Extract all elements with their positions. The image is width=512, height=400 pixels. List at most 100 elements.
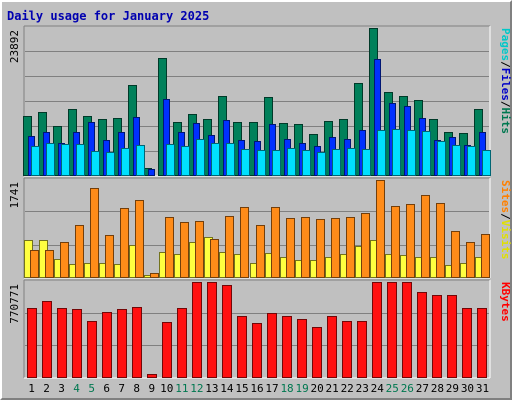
bar-sites xyxy=(165,217,174,278)
bar-pages xyxy=(121,148,130,176)
bar-sites xyxy=(286,218,295,278)
x-tick-label: 20 xyxy=(311,382,324,395)
bar-sites xyxy=(406,204,415,278)
x-tick-label: 28 xyxy=(431,382,444,395)
x-tick-label: 1 xyxy=(28,382,35,395)
bar-kbytes xyxy=(462,308,472,378)
bar-sites xyxy=(150,273,159,278)
bar-pages xyxy=(317,152,326,176)
bar-hits xyxy=(354,83,363,176)
bar-kbytes xyxy=(237,316,247,378)
bar-kbytes xyxy=(117,309,127,378)
bar-sites xyxy=(466,242,475,278)
x-tick-label: 16 xyxy=(250,382,263,395)
y-axis-max-label: 23892 xyxy=(8,30,21,63)
bar-kbytes xyxy=(297,319,307,378)
bar-pages xyxy=(166,144,175,176)
x-tick-label: 4 xyxy=(73,382,80,395)
bar-kbytes xyxy=(42,301,52,378)
bar-sites xyxy=(376,180,385,278)
bar-sites xyxy=(481,234,490,278)
bar-sites xyxy=(135,200,144,278)
bar-kbytes xyxy=(27,308,37,378)
legend-kbytes_panel: KBytes xyxy=(499,282,512,322)
x-tick-label: 17 xyxy=(265,382,278,395)
x-tick-label: 19 xyxy=(295,382,308,395)
series-pages xyxy=(31,129,491,176)
x-tick-label: 22 xyxy=(341,382,354,395)
bar-kbytes xyxy=(282,316,292,378)
legend-separator: / xyxy=(499,61,512,68)
x-tick-label: 11 xyxy=(175,382,188,395)
bar-pages xyxy=(106,152,115,176)
x-tick-label: 9 xyxy=(148,382,155,395)
bar-sites xyxy=(180,222,189,278)
bar-sites xyxy=(225,216,234,278)
series-kbytes xyxy=(27,282,487,378)
x-tick-label: 23 xyxy=(356,382,369,395)
legend-hits: Hits xyxy=(499,108,512,135)
bar-sites xyxy=(346,217,355,278)
bar-pages xyxy=(437,141,446,176)
bar-pages xyxy=(377,130,386,176)
x-tick-label: 21 xyxy=(326,382,339,395)
bar-pages xyxy=(362,149,371,176)
bar-pages xyxy=(226,143,235,176)
legend-sites: Sites xyxy=(499,180,512,213)
bar-kbytes xyxy=(432,295,442,378)
visits_panel: 1741 xyxy=(8,177,491,279)
x-tick-label: 26 xyxy=(401,382,414,395)
bar-kbytes xyxy=(192,282,202,378)
bar-sites xyxy=(30,250,39,278)
bar-pages xyxy=(61,144,70,176)
bar-kbytes xyxy=(267,313,277,378)
legend-separator: / xyxy=(499,213,512,220)
bar-pages xyxy=(422,131,431,176)
bar-kbytes xyxy=(342,321,352,378)
bar-pages xyxy=(332,149,341,176)
y-axis-max-label: 770771 xyxy=(8,284,21,324)
bar-sites xyxy=(436,203,445,278)
bar-pages xyxy=(407,130,416,176)
x-tick-label: 6 xyxy=(103,382,110,395)
bar-kbytes xyxy=(102,312,112,378)
bar-pages xyxy=(211,143,220,176)
bar-sites xyxy=(210,239,219,278)
bar-kbytes xyxy=(387,282,397,378)
bar-kbytes xyxy=(417,292,427,378)
chart-title: Daily usage for January 2025 xyxy=(7,9,209,23)
x-tick-label: 7 xyxy=(118,382,125,395)
bar-kbytes xyxy=(477,308,487,378)
x-tick-label: 27 xyxy=(416,382,429,395)
legend-kbytes: KBytes xyxy=(499,282,512,322)
bar-kbytes xyxy=(252,323,262,378)
bar-sites xyxy=(271,207,280,278)
x-tick-label: 5 xyxy=(88,382,95,395)
bar-sites xyxy=(120,208,129,278)
bar-sites xyxy=(316,219,325,278)
bar-sites xyxy=(75,225,84,278)
bar-kbytes xyxy=(132,307,142,378)
bar-pages xyxy=(31,146,40,176)
x-tick-label: 15 xyxy=(235,382,248,395)
bar-kbytes xyxy=(72,309,82,378)
bar-pages xyxy=(467,146,476,176)
bar-kbytes xyxy=(402,282,412,378)
bar-pages xyxy=(46,143,55,176)
bar-sites xyxy=(105,235,114,278)
bar-sites xyxy=(361,213,370,278)
x-tick-label: 30 xyxy=(461,382,474,395)
x-tick-label: 3 xyxy=(58,382,65,395)
bar-pages xyxy=(91,151,100,176)
bar-kbytes xyxy=(162,322,172,378)
legend-files: Files xyxy=(499,68,512,101)
x-tick-label: 12 xyxy=(190,382,203,395)
bar-sites xyxy=(301,217,310,278)
x-tick-label: 31 xyxy=(476,382,489,395)
bar-kbytes xyxy=(57,308,67,378)
bar-pages xyxy=(272,150,281,176)
bar-sites xyxy=(90,188,99,278)
bar-kbytes xyxy=(222,285,232,378)
bar-kbytes xyxy=(312,327,322,378)
x-tick-label: 13 xyxy=(205,382,218,395)
